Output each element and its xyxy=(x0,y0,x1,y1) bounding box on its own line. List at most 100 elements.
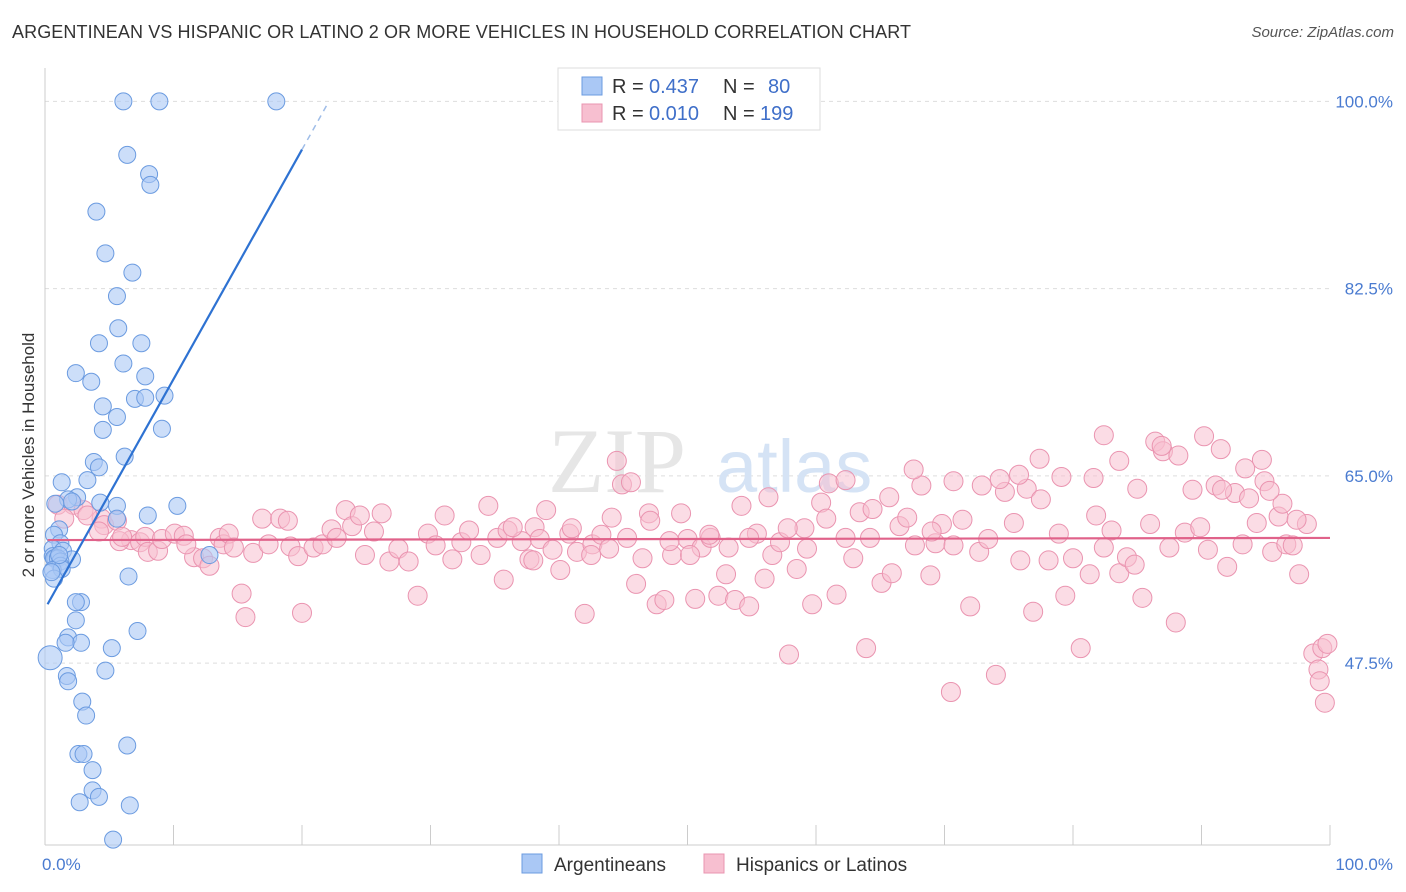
hispanics-point xyxy=(1282,535,1303,556)
argentineans-point xyxy=(107,408,126,427)
argentineans-point xyxy=(136,388,155,407)
legend-n-label-1: N = xyxy=(723,76,755,98)
hispanics-point xyxy=(1212,479,1233,500)
argentineans-point xyxy=(138,506,157,525)
hispanics-point xyxy=(252,508,273,529)
argentineans-point xyxy=(93,420,112,439)
x-tick-label: 100.0% xyxy=(1335,855,1393,874)
hispanics-point xyxy=(731,495,752,516)
hispanics-point xyxy=(1289,564,1310,585)
y-axis-title: 2 or more Vehicles in Household xyxy=(19,333,38,578)
hispanics-point xyxy=(1063,548,1083,569)
hispanics-point xyxy=(626,573,647,594)
argentineans-point xyxy=(128,622,147,641)
hispanics-point xyxy=(654,589,675,610)
hispanics-point xyxy=(1038,550,1059,571)
hispanics-point xyxy=(716,564,737,585)
argentineans-point xyxy=(267,92,286,111)
hispanics-point xyxy=(493,569,514,590)
hispanics-point xyxy=(1029,448,1050,469)
hispanics-point xyxy=(708,585,729,606)
argentineans-point xyxy=(200,546,219,565)
hispanics-point xyxy=(478,495,499,516)
hispanics-point xyxy=(470,545,491,566)
y-tick-labels: 47.5% 65.0% 82.5% 100.0% xyxy=(1335,92,1393,673)
hispanics-point xyxy=(1309,671,1330,692)
hispanics-point xyxy=(1317,633,1338,654)
hispanics-point xyxy=(349,505,370,526)
hispanics-point xyxy=(1168,445,1189,466)
hispanics-point xyxy=(1140,514,1161,535)
argentineans-point xyxy=(136,367,155,386)
hispanics-point xyxy=(425,535,446,556)
hispanics-point xyxy=(1109,563,1130,584)
hispanics-point xyxy=(1217,556,1238,577)
hispanics-point xyxy=(1314,692,1335,713)
hispanics-point xyxy=(685,588,706,609)
argentineans-point xyxy=(132,334,151,353)
argentineans-point xyxy=(107,509,126,528)
hispanics-point xyxy=(971,475,992,496)
hispanics-point xyxy=(1079,564,1100,585)
hispanics-point xyxy=(903,459,924,480)
argentineans-point xyxy=(87,202,106,221)
hispanics-point xyxy=(326,527,347,548)
argentineans-point xyxy=(96,661,115,680)
hispanics-point xyxy=(843,548,864,569)
bottom-legend-swatch-argentineans xyxy=(521,853,543,874)
argentineans-point xyxy=(141,175,160,194)
hispanics-point xyxy=(1093,425,1114,446)
hispanics-point xyxy=(802,594,823,615)
argentineans-point xyxy=(114,354,133,373)
hispanics-point xyxy=(502,517,523,538)
hispanics-point xyxy=(856,638,877,659)
hispanics-point xyxy=(911,475,932,496)
hispanics-point xyxy=(1023,601,1044,622)
argentineans-point xyxy=(71,633,90,652)
hispanics-point xyxy=(235,607,256,628)
hispanics-point xyxy=(1086,505,1107,526)
hispanics-point xyxy=(112,526,133,547)
hispanics-point xyxy=(718,537,739,558)
hispanics-point xyxy=(407,585,428,606)
legend-swatch-hispanics xyxy=(581,103,603,123)
argentineans-point xyxy=(118,736,137,755)
argentineans-point xyxy=(56,633,75,652)
axes xyxy=(44,68,1331,846)
hispanics-point xyxy=(1127,478,1148,499)
argentineans-point xyxy=(93,397,112,416)
hispanics-point xyxy=(1194,426,1215,447)
grid xyxy=(45,100,1330,664)
argentineans-point xyxy=(168,496,187,515)
hispanics-point xyxy=(1083,468,1104,489)
hispanics-point xyxy=(1109,450,1130,471)
argentineans-point xyxy=(109,319,128,338)
argentineans-point xyxy=(114,92,133,111)
hispanics-point xyxy=(777,518,798,539)
hispanics-point xyxy=(258,534,279,555)
argentineans-point xyxy=(77,706,96,725)
hispanics-point xyxy=(1101,520,1122,541)
hispanics-point xyxy=(786,558,807,579)
argentineans-point xyxy=(74,745,93,764)
argentineans-point xyxy=(52,473,71,492)
hispanics-point xyxy=(1232,534,1253,555)
argentineans-point xyxy=(59,672,78,691)
hispanics-point xyxy=(1132,587,1153,608)
legend-r-label-2: R = xyxy=(612,103,644,125)
hispanics-point xyxy=(1182,479,1203,500)
argentineans-point xyxy=(102,639,121,658)
argentineans-point xyxy=(152,419,171,438)
argentineans-point xyxy=(82,372,101,391)
hispanics-point xyxy=(561,518,582,539)
hispanics-point xyxy=(277,510,298,531)
hispanics-point xyxy=(1030,489,1051,510)
hispanics-point xyxy=(659,531,680,552)
argentineans-point xyxy=(78,471,97,490)
hispanics-point xyxy=(574,603,595,624)
argentineans-point xyxy=(123,263,142,282)
hispanics-point xyxy=(943,535,964,556)
argentineans-point xyxy=(89,334,108,353)
argentineans-point xyxy=(66,364,85,383)
chart-title: ARGENTINEAN VS HISPANIC OR LATINO 2 OR M… xyxy=(12,22,912,42)
